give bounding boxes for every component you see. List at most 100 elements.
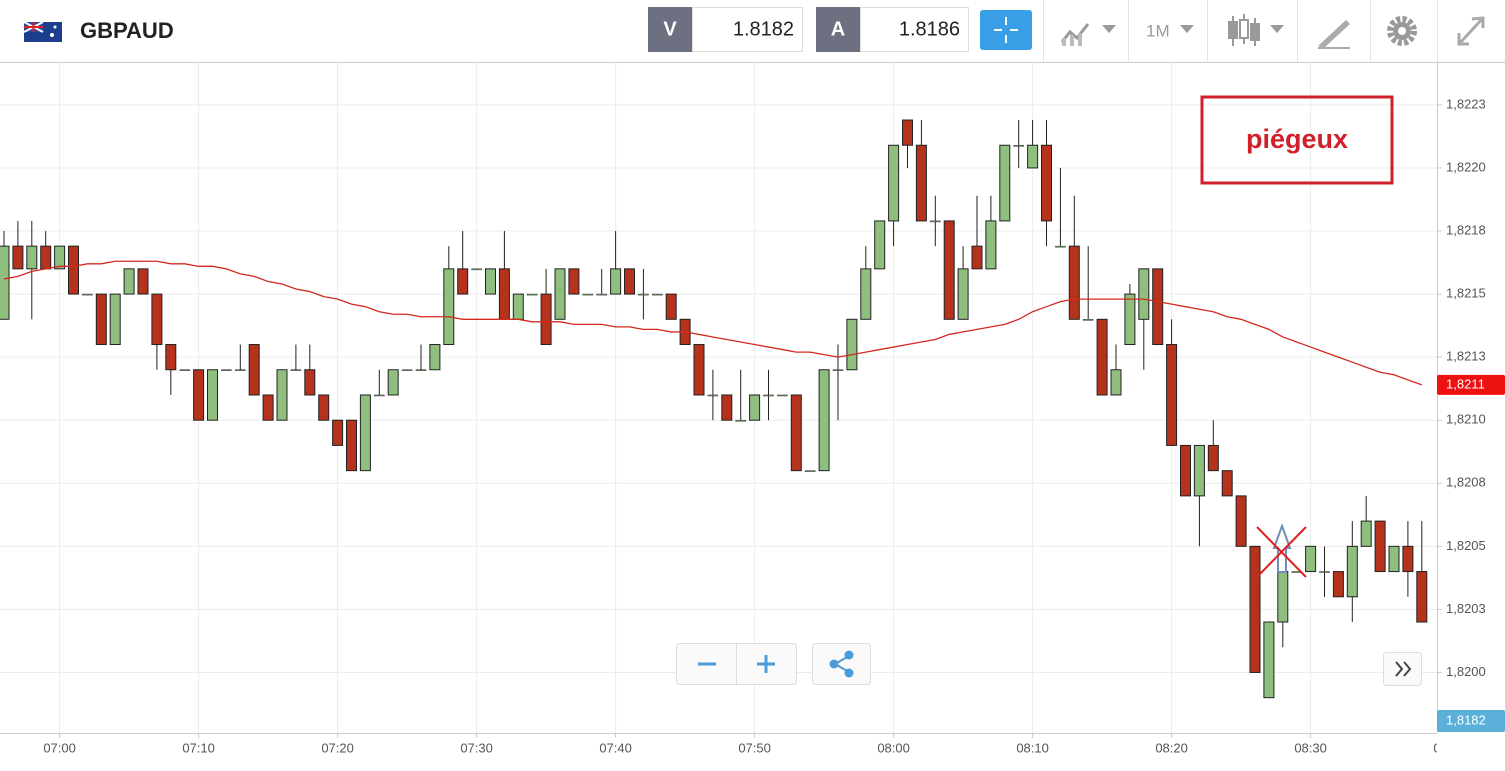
zoom-controls — [676, 643, 1422, 686]
candle-body — [1263, 621, 1275, 699]
candle-body — [624, 268, 635, 295]
candle-body — [235, 369, 246, 372]
candle-body — [1277, 571, 1289, 623]
x-tick-label: 07:50 — [738, 740, 771, 755]
candle-body — [693, 344, 705, 396]
candle-body — [1082, 319, 1094, 321]
ask-tag — [816, 7, 860, 52]
candle-body — [1068, 245, 1080, 320]
candle-body — [1319, 571, 1330, 573]
candle-body — [763, 394, 774, 397]
candle-body — [332, 419, 344, 446]
share-button[interactable] — [812, 643, 871, 685]
x-tick-label: 08:30 — [1294, 740, 1327, 755]
candle-body — [1013, 144, 1024, 147]
candle-body — [638, 293, 649, 296]
scroll-end-button[interactable] — [1383, 652, 1422, 686]
candle-body — [1138, 268, 1150, 320]
candle-body — [985, 220, 997, 270]
candle-body — [1416, 571, 1428, 623]
x-tick-label: 07:10 — [182, 740, 215, 755]
candle-body — [1180, 444, 1191, 497]
candle-body — [485, 268, 496, 295]
candle-body — [68, 245, 79, 295]
candle-body — [221, 369, 232, 372]
bid-box[interactable] — [692, 7, 803, 52]
crosshair-button[interactable] — [980, 10, 1032, 50]
candle-body — [1055, 245, 1066, 248]
candle-body — [123, 268, 135, 295]
y-tick-label: 1,8208 — [1446, 475, 1486, 490]
chart-type-button[interactable] — [1228, 14, 1284, 46]
y-tick-label: 1,8218 — [1446, 222, 1486, 237]
ma-badge-label: 1,8211 — [1446, 376, 1485, 391]
candle-body — [0, 245, 10, 320]
x-tick-label: 08:00 — [877, 740, 910, 755]
candle-body — [82, 293, 93, 296]
ask-price: 1.8186 — [899, 18, 960, 40]
candle-body — [832, 369, 844, 372]
ask-label: A — [831, 18, 845, 40]
candle-body — [652, 293, 663, 296]
candle-body — [304, 369, 316, 396]
candle-body — [1305, 545, 1317, 573]
candle-body — [1124, 293, 1136, 346]
zoom-in-button[interactable] — [757, 655, 775, 673]
symbol: GBPAUD — [80, 18, 174, 43]
candle-body — [1207, 444, 1219, 472]
candle-body — [1110, 369, 1122, 396]
candle-body — [374, 394, 385, 397]
candle-body — [248, 344, 260, 396]
ma-badge — [1437, 374, 1505, 395]
candle-body — [443, 268, 455, 346]
flag — [23, 21, 62, 42]
y-tick-label: 1,8200 — [1446, 664, 1486, 679]
candle-body — [930, 220, 941, 223]
candle-body — [1166, 344, 1178, 446]
x-tick-label: 07:40 — [599, 740, 632, 755]
candle-body — [276, 369, 288, 421]
candle-body — [1346, 545, 1358, 598]
candle-body — [457, 268, 469, 295]
candle-body — [915, 144, 927, 222]
ask-box[interactable] — [860, 7, 969, 52]
candle-body — [429, 344, 441, 371]
candle-body — [554, 268, 566, 320]
timeframe-button[interactable]: 1M — [1146, 21, 1194, 40]
candle-body — [540, 293, 552, 346]
candle-body — [1096, 318, 1108, 396]
candle-body — [12, 245, 24, 270]
candle-body — [415, 369, 427, 372]
candle-body — [860, 268, 872, 320]
plot — [0, 119, 1428, 699]
fullscreen-button[interactable] — [1457, 16, 1485, 46]
x-tick-label: 07:20 — [321, 740, 354, 755]
candle-body — [471, 268, 482, 271]
candle-body — [1388, 545, 1400, 573]
candle-body — [526, 293, 538, 296]
candle-body — [735, 419, 746, 422]
candle-body — [568, 268, 580, 295]
price-axis: 1,8223 1,8220 1,8218 1,8215 1,8213 1,8210 1,82… — [1437, 96, 1486, 679]
candle-body — [1360, 520, 1372, 547]
draw-button[interactable] — [1318, 20, 1350, 49]
y-tick-label: 1,8220 — [1446, 159, 1486, 174]
indicator-button[interactable] — [1060, 23, 1116, 46]
candle-body — [790, 394, 802, 472]
candle-body — [1193, 444, 1205, 497]
candle-body — [26, 245, 38, 270]
x-tick-label: 07:30 — [460, 740, 493, 755]
y-tick-label: 1,8203 — [1446, 601, 1486, 616]
candle-body — [346, 419, 357, 472]
candle-body — [165, 344, 177, 371]
price-badge-label: 1,8182 — [1446, 712, 1486, 727]
candle-body — [207, 369, 218, 421]
candle-body — [957, 268, 969, 320]
candle-body — [943, 220, 955, 320]
candle-body — [1221, 470, 1233, 497]
candle-body — [1041, 144, 1052, 222]
candle-body — [971, 245, 983, 270]
settings-button[interactable] — [1387, 16, 1417, 46]
